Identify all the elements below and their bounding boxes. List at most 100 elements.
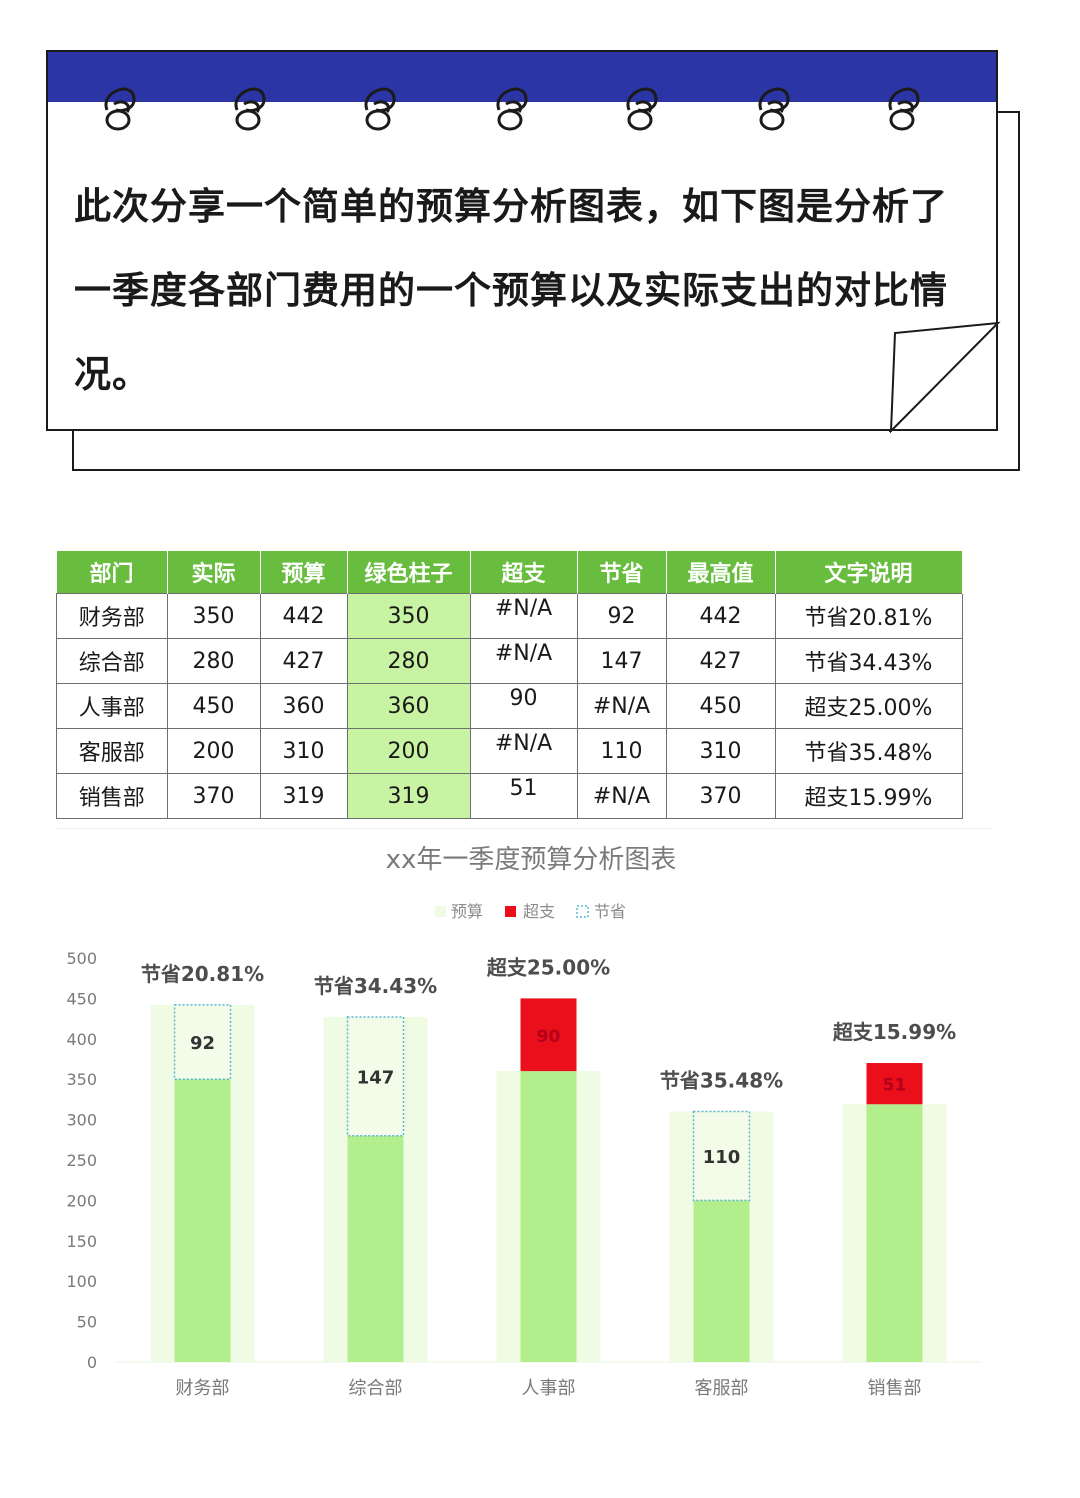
- annotation-label: 超支15.99%: [832, 1020, 956, 1044]
- save-bar: [692, 1110, 751, 1202]
- table-row: 客服部 200 310 200 #N/A 110 310 节省35.48%: [56, 728, 963, 774]
- x-tick-label: 财务部: [176, 1378, 230, 1399]
- y-tick-label: 350: [66, 1070, 97, 1089]
- column-header: 节省: [577, 551, 667, 594]
- annotation-label: 节省20.81%: [141, 962, 264, 986]
- budget-table: 部门 实际 预算 绿色柱子 超支 节省 最高值 文字说明 财务部 350 442 350 #N/A 92…: [56, 551, 963, 819]
- green-bar: [866, 1104, 923, 1362]
- table-cell: 350: [346, 593, 471, 639]
- table-cell: 280: [346, 638, 471, 684]
- table-header-row: 部门 实际 预算 绿色柱子 超支 节省 最高值 文字说明: [56, 551, 963, 594]
- x-tick-label: 综合部: [349, 1378, 403, 1399]
- save-bar: [173, 1004, 232, 1080]
- table-cell: 360: [346, 683, 471, 729]
- table-cell: 350: [166, 593, 261, 639]
- table-cell: 442: [665, 593, 776, 639]
- table-cell: 147: [576, 638, 667, 684]
- table-cell: 超支25.00%: [774, 683, 963, 729]
- legend-swatch-over: [505, 906, 516, 917]
- table-cell: 110: [576, 728, 667, 774]
- y-tick-label: 250: [66, 1151, 97, 1170]
- table-cell: 370: [166, 773, 261, 819]
- table-row: 销售部 370 319 319 51 #N/A 370 超支15.99%: [56, 773, 963, 819]
- table-cell: 财务部: [56, 593, 168, 639]
- table-row: 人事部 450 360 360 90 #N/A 450 超支25.00%: [56, 683, 963, 729]
- table-cell: 442: [259, 593, 348, 639]
- table-cell: #N/A: [469, 593, 578, 639]
- table-cell: 370: [665, 773, 776, 819]
- y-tick-label: 300: [66, 1111, 97, 1130]
- table-cell: #N/A: [576, 683, 667, 729]
- annotation-label: 节省34.43%: [314, 974, 437, 998]
- column-header: 绿色柱子: [347, 551, 471, 594]
- table-cell: 超支15.99%: [774, 773, 963, 819]
- table-cell: 综合部: [56, 638, 168, 684]
- y-tick-label: 200: [66, 1191, 97, 1210]
- chart-title: xx年一季度预算分析图表: [386, 845, 677, 875]
- data-label: 92: [190, 1033, 215, 1054]
- table-cell: 销售部: [56, 773, 168, 819]
- y-tick-label: 0: [87, 1353, 97, 1372]
- save-bar: [346, 1016, 405, 1137]
- table-cell: #N/A: [576, 773, 667, 819]
- table-cell: 92: [576, 593, 667, 639]
- x-tick-label: 人事部: [522, 1378, 576, 1399]
- legend-swatch-save: [576, 905, 589, 918]
- table-cell: 319: [259, 773, 348, 819]
- column-header: 最高值: [666, 551, 776, 594]
- legend-swatch-budget: [435, 906, 446, 917]
- table-cell: 节省34.43%: [774, 638, 963, 684]
- table-row: 财务部 350 442 350 #N/A 92 442 节省20.81%: [56, 593, 963, 639]
- card-header-bar: [48, 52, 996, 102]
- column-header: 部门: [56, 551, 168, 594]
- data-label: 90: [537, 1027, 561, 1047]
- table-cell: 310: [259, 728, 348, 774]
- table-cell: 51: [469, 773, 578, 819]
- table-cell: 319: [346, 773, 471, 819]
- table-cell: 节省20.81%: [774, 593, 963, 639]
- annotation-label: 超支25.00%: [486, 955, 610, 979]
- data-label: 51: [883, 1076, 907, 1096]
- y-tick-label: 500: [66, 949, 97, 968]
- legend-label: 预算: [451, 902, 483, 921]
- green-bar: [347, 1135, 404, 1362]
- y-tick-label: 400: [66, 1030, 97, 1049]
- column-header: 预算: [260, 551, 348, 594]
- legend-label: 超支: [523, 902, 555, 921]
- over-bar: [866, 1063, 923, 1105]
- table-cell: 200: [166, 728, 261, 774]
- data-label: 147: [357, 1067, 395, 1088]
- table-cell: 客服部: [56, 728, 168, 774]
- table-row: 综合部 280 427 280 #N/A 147 427 节省34.43%: [56, 638, 963, 684]
- legend-label: 节省: [594, 902, 626, 921]
- table-cell: 450: [166, 683, 261, 729]
- x-tick-label: 客服部: [695, 1378, 749, 1399]
- table-cell: 360: [259, 683, 348, 729]
- table-cell: 450: [665, 683, 776, 729]
- table-cell: #N/A: [469, 728, 578, 774]
- y-tick-label: 150: [66, 1232, 97, 1251]
- table-cell: 人事部: [56, 683, 168, 729]
- green-bar: [520, 1071, 577, 1362]
- data-label: 110: [703, 1147, 741, 1168]
- column-header: 实际: [167, 551, 261, 594]
- over-bar: [520, 998, 577, 1072]
- column-header: 超支: [470, 551, 578, 594]
- table-cell: 310: [665, 728, 776, 774]
- x-tick-label: 销售部: [868, 1378, 922, 1399]
- green-bar: [174, 1079, 231, 1362]
- table-cell: #N/A: [469, 638, 578, 684]
- column-header: 文字说明: [775, 551, 963, 594]
- table-cell: 427: [259, 638, 348, 684]
- table-cell: 280: [166, 638, 261, 684]
- y-tick-label: 50: [77, 1313, 97, 1332]
- table-cell: 节省35.48%: [774, 728, 963, 774]
- annotation-label: 节省35.48%: [660, 1069, 783, 1093]
- green-bar: [693, 1200, 750, 1362]
- intro-text: 此次分享一个简单的预算分析图表，如下图是分析了一季度各部门费用的一个预算以及实际…: [74, 185, 948, 396]
- y-tick-label: 100: [66, 1272, 97, 1291]
- table-cell: 427: [665, 638, 776, 684]
- table-cell: 200: [346, 728, 471, 774]
- y-tick-label: 450: [66, 989, 97, 1008]
